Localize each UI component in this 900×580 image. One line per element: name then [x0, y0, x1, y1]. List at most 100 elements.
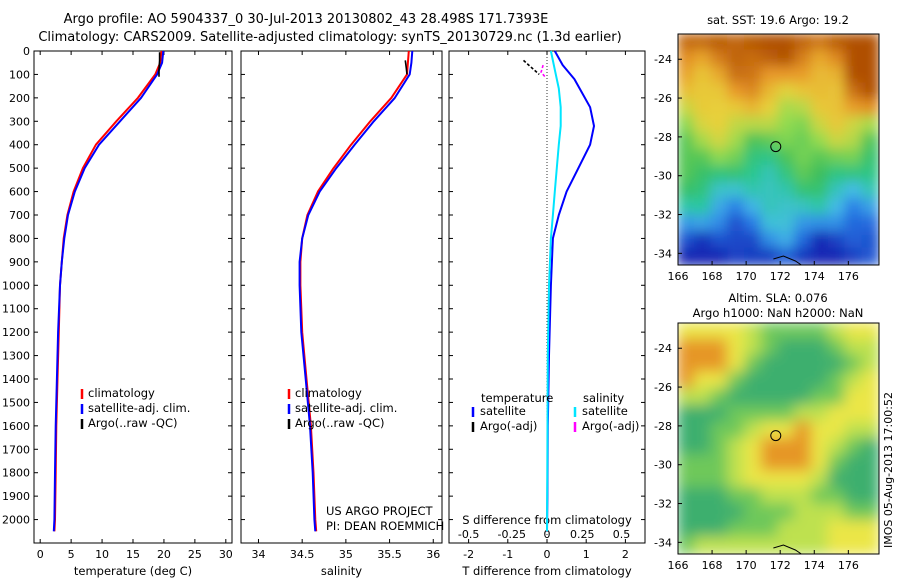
map-cell [777, 82, 797, 101]
legend-title-salinity: salinity [583, 391, 624, 405]
map-cell [710, 454, 730, 473]
map-cell [710, 214, 730, 233]
map-cell [678, 536, 696, 554]
map-cell [693, 198, 713, 217]
map-cell [744, 214, 763, 233]
map-cell [744, 99, 763, 118]
map-cell [744, 536, 763, 554]
map-cell [727, 198, 746, 217]
map-cell [827, 247, 847, 265]
map-cell [727, 323, 746, 341]
map-cell [827, 181, 847, 200]
map-cell [861, 520, 879, 539]
series-t-argo-adj- [522, 59, 540, 75]
map-cell [794, 198, 813, 217]
map-cell [861, 536, 879, 554]
map-cell [760, 231, 780, 250]
map-cell [760, 49, 780, 68]
map-cell [794, 437, 813, 456]
map-cell [678, 454, 696, 473]
altimetry-sla-map-image [678, 323, 879, 554]
map-cell [811, 247, 830, 265]
map-cell [760, 503, 780, 522]
map-cell [710, 181, 730, 200]
x-tick-label: 2 [622, 548, 629, 561]
altimetry-sla-map-frame [677, 322, 880, 555]
map-cell [827, 536, 847, 554]
y-tick-label: 400 [9, 139, 30, 152]
top-tick-label: 0.25 [570, 528, 595, 541]
map-cell [827, 66, 847, 85]
map-cell [827, 165, 847, 184]
map-cell [693, 231, 713, 250]
map-x-tick-label: 168 [702, 270, 723, 283]
map-cell [760, 148, 780, 167]
map-cell [727, 181, 746, 200]
map-cell [693, 49, 713, 68]
map-cell [760, 388, 780, 407]
map-cell [861, 115, 879, 134]
map-cell [844, 520, 864, 539]
sat-sst-map-cells [678, 34, 879, 265]
salinity-axes-box [240, 50, 443, 544]
map-cell [844, 148, 864, 167]
map-cell [760, 132, 780, 151]
map-cell [777, 247, 797, 265]
map-cell [827, 323, 847, 341]
map-cell [710, 247, 730, 265]
map-cell [727, 34, 746, 52]
map-cell [744, 404, 763, 423]
map-cell [811, 437, 830, 456]
map-cell [744, 437, 763, 456]
map-altimetry-sla-map: 166 168 170 172 174 176 -24 -26 -28 -30 -32 -34 [654, 322, 880, 572]
map-cell [693, 520, 713, 539]
map-cell [844, 404, 864, 423]
map-cell [827, 231, 847, 250]
map-cell [678, 470, 696, 489]
temperature-xlabel: temperature (deg C) [74, 564, 192, 578]
map-y-tick-label: -24 [654, 53, 672, 66]
map-cell [760, 371, 780, 390]
map-cell [777, 115, 797, 134]
panel-temperature: 0100200300400500600700800900100011001200… [2, 45, 233, 578]
map-cell [744, 231, 763, 250]
map-cell [710, 34, 730, 52]
map-cell [727, 421, 746, 440]
map-cell [760, 165, 780, 184]
map-cell [861, 487, 879, 506]
sla-map-title-2: Argo h1000: NaN h2000: NaN [693, 306, 864, 320]
temperature-axes-box [33, 50, 233, 544]
map-cell [811, 404, 830, 423]
map-cell [727, 66, 746, 85]
map-cell [827, 34, 847, 52]
map-cell [794, 247, 813, 265]
map-cell [777, 338, 797, 357]
map-cell [693, 338, 713, 357]
map-cell [760, 181, 780, 200]
map-cell [710, 231, 730, 250]
map-cell [777, 148, 797, 167]
y-tick-label: 1900 [2, 490, 30, 503]
map-cell [678, 421, 696, 440]
map-cell [744, 470, 763, 489]
map-cell [678, 148, 696, 167]
top-tick-label: 0 [544, 528, 551, 541]
map-cell [744, 355, 763, 374]
map-cell [727, 371, 746, 390]
map-cell [844, 132, 864, 151]
map-cell [727, 49, 746, 68]
figure-title-line-2: Climatology: CARS2009. Satellite-adjuste… [38, 30, 622, 45]
sla-map-title-1: Altim. SLA: 0.076 [728, 291, 827, 305]
map-cell [794, 520, 813, 539]
map-sat-sst-map: 166 168 170 172 174 176 -24 -26 -28 -30 -32 -34 [654, 33, 880, 283]
x-tick-label: 35 [339, 548, 353, 561]
map-cell [861, 148, 879, 167]
series-s-argo-adj- [540, 64, 546, 78]
map-x-tick-label: 172 [770, 559, 791, 572]
map-cell [811, 470, 830, 489]
legend-label: climatology [88, 386, 155, 400]
map-cell [727, 115, 746, 134]
x-tick-label: 34.5 [290, 548, 315, 561]
map-cell [678, 165, 696, 184]
map-cell [710, 421, 730, 440]
